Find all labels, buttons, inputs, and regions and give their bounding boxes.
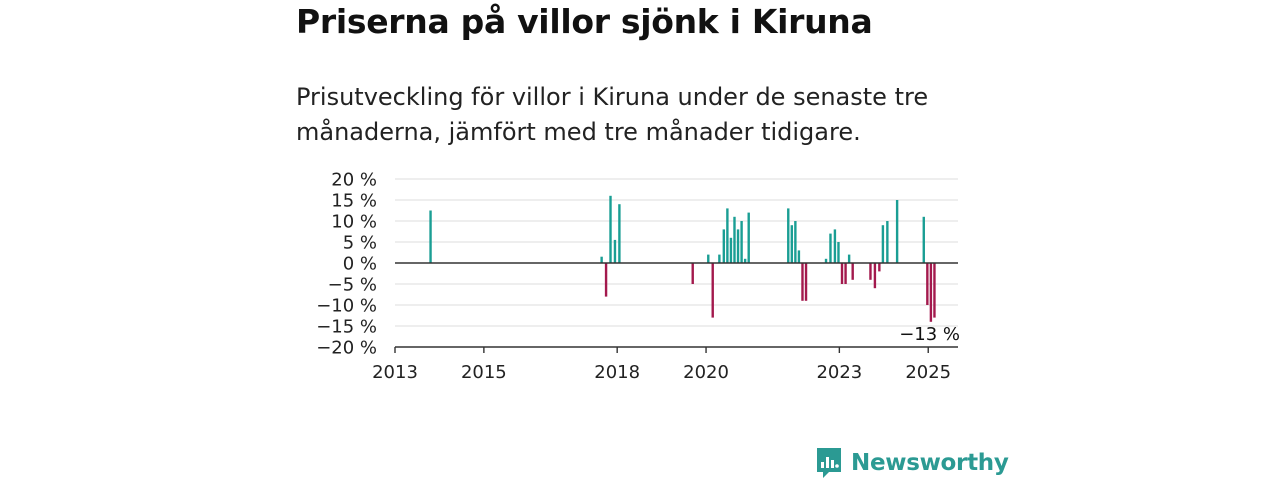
brand-logo: Newsworthy — [815, 446, 1009, 480]
bar — [691, 263, 694, 284]
y-tick-label: 20 % — [331, 170, 377, 191]
bar — [429, 210, 432, 263]
bar — [736, 229, 740, 263]
bar — [729, 237, 733, 263]
axes — [394, 262, 958, 353]
x-tick-label: 2023 — [816, 362, 862, 383]
bar-chart: 20 %15 %10 %5 %0 %−5 %−10 %−15 %−20 % 201… — [316, 170, 960, 384]
chart-title: Priserna på villor sjönk i Kiruna — [296, 2, 873, 41]
bar — [726, 208, 729, 263]
y-tick-label: 5 % — [343, 233, 377, 254]
bar — [844, 263, 847, 284]
grid-lines — [395, 178, 958, 327]
x-tick-label: 2018 — [594, 362, 640, 383]
y-tick-label: 15 % — [331, 191, 377, 212]
bar — [929, 263, 933, 322]
y-tick-label: −20 % — [316, 338, 377, 359]
bar — [613, 239, 617, 263]
bar — [609, 195, 612, 263]
bar — [743, 258, 747, 263]
bar — [804, 263, 808, 301]
bars — [429, 195, 936, 322]
bar — [797, 250, 801, 263]
y-tick-label: 10 % — [331, 212, 377, 233]
bar — [847, 254, 851, 263]
bar — [933, 263, 936, 318]
bar — [600, 256, 603, 263]
bar — [718, 254, 721, 263]
bar — [790, 225, 794, 263]
bar — [869, 263, 872, 280]
newsworthy-logo-icon — [817, 448, 841, 478]
bar — [618, 204, 621, 263]
bar — [747, 212, 750, 263]
bar — [740, 221, 743, 263]
bar — [833, 229, 837, 263]
bar — [895, 200, 899, 263]
bar — [824, 258, 828, 263]
bar — [722, 229, 726, 263]
x-tick-label: 2015 — [461, 362, 507, 383]
bar — [794, 221, 797, 263]
bar — [878, 263, 881, 272]
annotation-label: −13 % — [899, 324, 960, 345]
bar — [707, 254, 710, 263]
tick-labels: 20 %15 %10 %5 %0 %−5 %−10 %−15 %−20 % 201… — [316, 170, 960, 384]
bar — [922, 216, 925, 263]
bar — [801, 263, 804, 301]
bar — [711, 263, 714, 318]
bar — [787, 208, 790, 263]
y-tick-label: −5 % — [328, 275, 377, 296]
y-tick-label: −10 % — [316, 296, 377, 317]
bar — [733, 216, 736, 263]
bar — [829, 233, 832, 263]
bar — [926, 263, 929, 305]
bar — [837, 242, 840, 263]
brand-name: Newsworthy — [851, 450, 1009, 476]
x-tick-label: 2013 — [372, 362, 418, 383]
bar — [873, 263, 877, 289]
bar — [840, 263, 844, 284]
y-tick-label: 0 % — [343, 254, 377, 275]
y-tick-label: −15 % — [316, 317, 377, 338]
bar — [886, 221, 889, 263]
x-tick-label: 2020 — [683, 362, 729, 383]
bar — [881, 225, 885, 263]
x-tick-label: 2025 — [905, 362, 951, 383]
chart-subtitle: Prisutveckling för villor i Kiruna under… — [296, 83, 929, 146]
bar — [851, 263, 854, 280]
bar — [604, 263, 608, 297]
